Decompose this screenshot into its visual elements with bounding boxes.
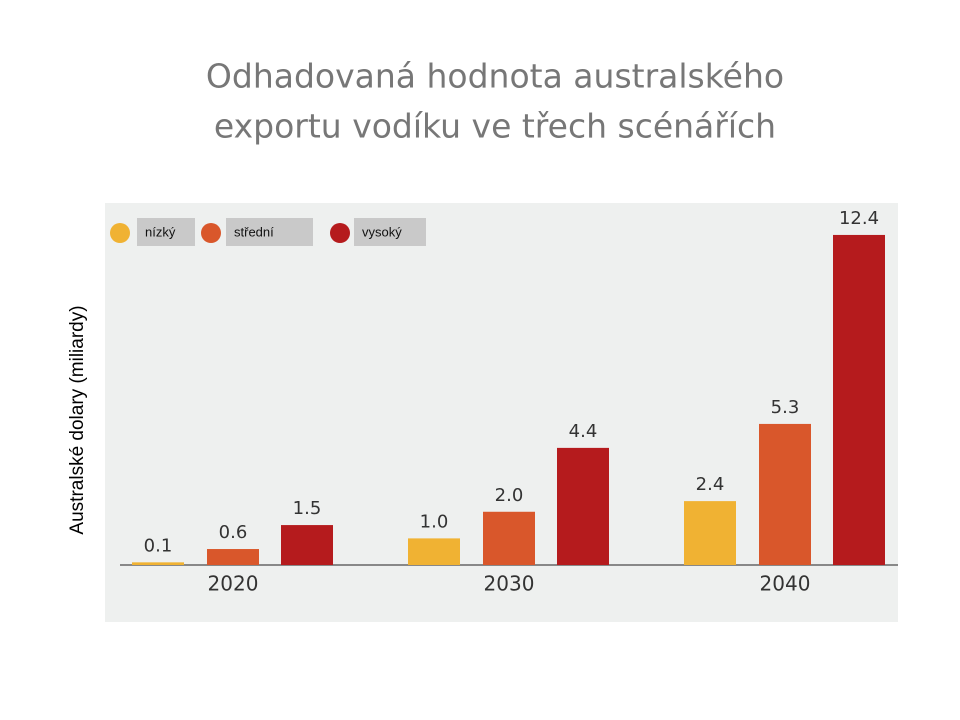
legend-box <box>354 218 426 246</box>
value-label: 12.4 <box>839 208 879 229</box>
y-axis-label: Australské dolary (miliardy) <box>67 305 88 534</box>
legend-swatch <box>330 223 350 243</box>
title-line: exportu vodíku ve třech scénářích <box>214 107 776 146</box>
value-label: 1.5 <box>293 498 322 519</box>
value-label: 4.4 <box>569 421 598 442</box>
legend-label: střední <box>234 224 274 239</box>
legend-label: vysoký <box>362 224 402 239</box>
bar <box>207 549 259 565</box>
value-label: 1.0 <box>420 511 449 532</box>
bar <box>483 511 535 565</box>
bar <box>557 447 609 565</box>
value-label: 5.3 <box>771 397 800 418</box>
bar <box>684 501 736 565</box>
legend-swatch <box>201 223 221 243</box>
legend-box <box>226 218 313 246</box>
x-tick-label: 2020 <box>208 572 259 596</box>
value-label: 0.1 <box>144 535 173 556</box>
x-tick-label: 2040 <box>760 572 811 596</box>
bar <box>132 562 184 565</box>
value-label: 0.6 <box>219 522 248 543</box>
legend-label: nízký <box>145 224 176 239</box>
x-tick-label: 2030 <box>484 572 535 596</box>
value-label: 2.0 <box>495 485 524 506</box>
bar <box>833 234 885 566</box>
legend-box <box>137 218 195 246</box>
value-label: 2.4 <box>696 474 725 495</box>
bar <box>408 538 460 565</box>
bar <box>281 525 333 565</box>
title-line: Odhadovaná hodnota australského <box>206 57 784 96</box>
bar <box>759 423 811 565</box>
legend-swatch <box>110 223 130 243</box>
